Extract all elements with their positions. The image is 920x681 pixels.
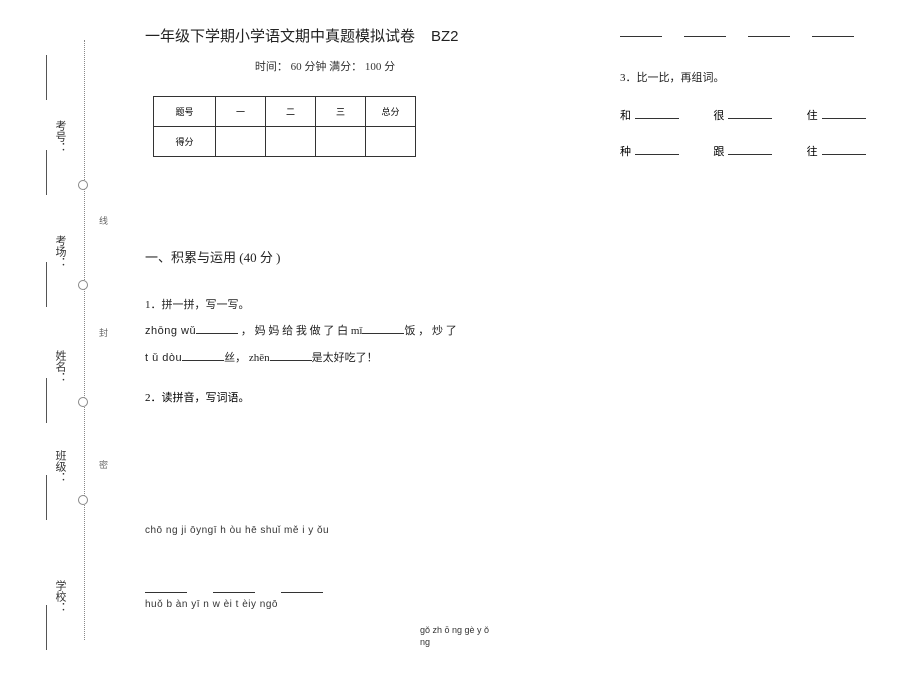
fill-blank bbox=[728, 143, 772, 155]
fill-blank bbox=[635, 107, 679, 119]
binding-circle bbox=[78, 397, 88, 407]
fill-blank bbox=[145, 581, 187, 593]
fill-blank bbox=[812, 25, 854, 37]
pinyin-right-block: gǒ zh ō ng gè y ǒ ng bbox=[420, 625, 489, 648]
fill-blank bbox=[213, 581, 255, 593]
exam-id-label: 考号： bbox=[52, 120, 68, 153]
answer-blanks-row bbox=[145, 581, 585, 593]
table-header: 总分 bbox=[366, 97, 416, 127]
question-1-label: 1．拼一拼，写一写。 bbox=[145, 292, 585, 318]
word-cell: 跟 bbox=[713, 143, 806, 159]
table-header: 二 bbox=[266, 97, 316, 127]
class-label: 班级： bbox=[52, 450, 68, 483]
fill-blank bbox=[620, 25, 662, 37]
fill-blank bbox=[270, 349, 312, 361]
side-underline bbox=[46, 150, 47, 195]
table-cell bbox=[216, 127, 266, 157]
top-blanks bbox=[620, 25, 900, 37]
section-heading: 一、积累与运用 (40 分 ) bbox=[145, 247, 585, 266]
score-table: 题号 一 二 三 总分 得分 bbox=[153, 96, 416, 157]
fill-blank bbox=[281, 581, 323, 593]
word-cell: 往 bbox=[807, 143, 900, 159]
word-cell: 和 bbox=[620, 107, 713, 123]
fill-blank bbox=[684, 25, 726, 37]
word-cell: 种 bbox=[620, 143, 713, 159]
exam-room-label: 考场： bbox=[52, 235, 68, 268]
table-cell bbox=[366, 127, 416, 157]
word-cell: 住 bbox=[807, 107, 900, 123]
question-1-line1: zhōng wǔ ， 妈 妈 给 我 做 了 白 mǐ饭 ， 炒 了 bbox=[145, 318, 585, 344]
table-header: 一 bbox=[216, 97, 266, 127]
side-underline bbox=[46, 605, 47, 650]
side-underline bbox=[46, 378, 47, 423]
exam-subtitle: 时间： 60 分钟 满分： 100 分 bbox=[175, 58, 475, 74]
fill-blank bbox=[822, 143, 866, 155]
table-cell bbox=[266, 127, 316, 157]
name-label: 姓名： bbox=[52, 350, 68, 383]
seal-mark: 密 bbox=[97, 460, 110, 469]
side-underline bbox=[46, 475, 47, 520]
binding-circle bbox=[78, 180, 88, 190]
fill-blank bbox=[196, 322, 238, 334]
pinyin-row-1: chō ng ji ōyngī h òu hē shuǐ mě i y ǒu bbox=[145, 525, 585, 536]
fill-blank bbox=[182, 349, 224, 361]
seal-mark: 线 bbox=[97, 216, 110, 225]
question-1-line2: t ǔ dòu丝， zhēn是太好吃了！ bbox=[145, 345, 585, 371]
side-underline bbox=[46, 55, 47, 100]
fill-blank bbox=[728, 107, 772, 119]
side-underline bbox=[46, 262, 47, 307]
word-cell: 很 bbox=[713, 107, 806, 123]
table-row-label: 得分 bbox=[154, 127, 216, 157]
binding-circle bbox=[78, 280, 88, 290]
fill-blank bbox=[748, 25, 790, 37]
binding-line bbox=[84, 40, 85, 640]
school-label: 学校： bbox=[52, 580, 68, 613]
exam-code: BZ2 bbox=[431, 28, 459, 45]
table-header: 题号 bbox=[154, 97, 216, 127]
fill-blank bbox=[822, 107, 866, 119]
fill-blank bbox=[635, 143, 679, 155]
question-2-label: 2．读拼音，写词语。 bbox=[145, 389, 585, 405]
fill-blank bbox=[362, 322, 404, 334]
binding-circle bbox=[78, 495, 88, 505]
seal-mark: 封 bbox=[97, 328, 110, 337]
question-3-label: 3．比一比，再组词。 bbox=[620, 69, 900, 85]
exam-title: 一年级下学期小学语文期中真题模拟试卷 bbox=[145, 25, 415, 46]
table-header: 三 bbox=[316, 97, 366, 127]
pinyin-row-2: huǒ b àn yī n w èi t èiy ngō bbox=[145, 599, 585, 610]
table-cell bbox=[316, 127, 366, 157]
